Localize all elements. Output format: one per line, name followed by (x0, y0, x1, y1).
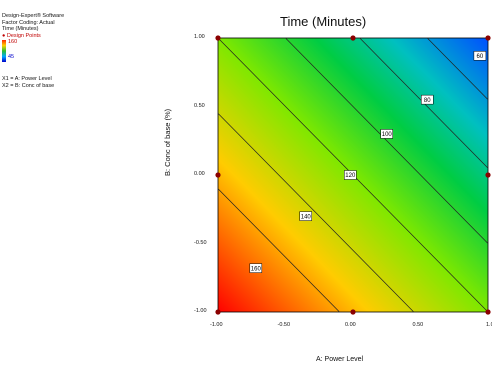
contour-line-140 (217, 113, 414, 313)
x-tick-label: 0.50 (412, 322, 424, 328)
contour-line-60 (427, 37, 489, 100)
design-points-legend: ● Design Points (2, 32, 41, 39)
design-point (485, 172, 491, 178)
factor-coding: Factor Coding: Actual (2, 19, 55, 26)
legend-panel: Design-Expert® Software Factor Coding: A… (2, 13, 112, 90)
contour-label-100: 100 (380, 129, 393, 139)
x-tick-label: 1.00 (486, 322, 492, 328)
y-tick-label: 0.00 (194, 171, 205, 177)
y-tick-label: 1.00 (194, 34, 205, 40)
contour-label-160: 160 (249, 263, 263, 273)
x-tick-label: -1.00 (210, 322, 223, 328)
color-scale-bar (2, 40, 6, 63)
contour-line-160 (217, 188, 340, 313)
response-name: Time (Minutes) (2, 26, 39, 33)
legend-low-value: 45 (8, 53, 15, 60)
design-point (215, 172, 221, 178)
software-name: Design-Expert® Software (2, 13, 65, 19)
svg-text:140: 140 (301, 214, 312, 220)
y-tick-label: 0.50 (194, 102, 205, 109)
x-axis-label: A: Power Level (316, 356, 364, 363)
contour-label-60: 60 (473, 51, 487, 61)
x-tick-label: -0.50 (277, 322, 291, 328)
design-point (485, 35, 491, 41)
factor-x1: X1 = A: Power Level (2, 76, 52, 83)
y-tick-label: -1.00 (194, 308, 207, 314)
factor-x2: X2 = B: Conc of base (2, 82, 55, 89)
chart-title: Time (Minutes) (280, 14, 367, 29)
design-point (350, 35, 356, 41)
legend-high-value: 160 (8, 39, 18, 46)
design-point (485, 309, 491, 315)
y-tick-label: -0.50 (194, 239, 207, 246)
svg-text:80: 80 (424, 98, 431, 104)
contour-label-140: 140 (299, 211, 312, 221)
design-point (215, 35, 221, 41)
y-axis-label: B: Conc of base (%) (163, 108, 172, 176)
svg-text:160: 160 (251, 266, 262, 272)
contour-label-120: 120 (344, 170, 357, 180)
design-point (215, 309, 221, 315)
design-point (350, 309, 356, 315)
svg-text:120: 120 (345, 173, 356, 179)
contour-label-80: 80 (421, 94, 434, 105)
svg-text:100: 100 (382, 132, 393, 138)
contour-line-100 (285, 37, 489, 244)
x-tick-label: 0.00 (345, 322, 356, 328)
svg-text:60: 60 (477, 54, 484, 60)
